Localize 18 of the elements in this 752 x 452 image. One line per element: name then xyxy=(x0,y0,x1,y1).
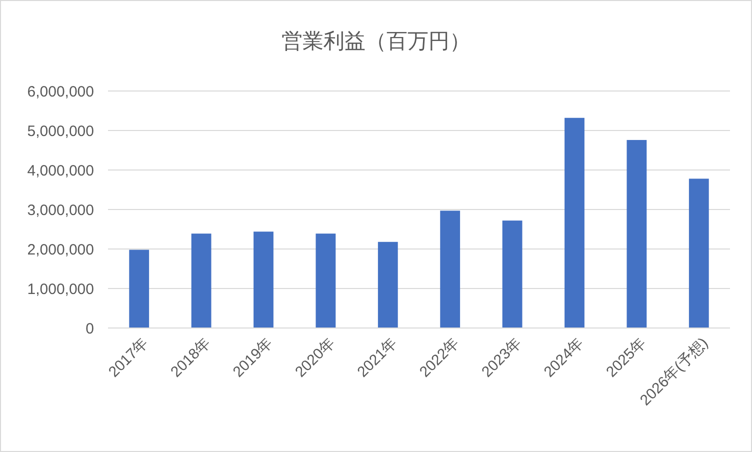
y-tick-label: 6,000,000 xyxy=(27,83,94,100)
bar xyxy=(254,232,274,328)
y-tick-label: 5,000,000 xyxy=(27,122,94,140)
y-tick-label: 0 xyxy=(86,320,94,338)
y-tick-label: 4,000,000 xyxy=(27,162,94,180)
bar xyxy=(564,118,584,328)
bar xyxy=(626,140,647,328)
bar xyxy=(688,178,709,328)
chart-title: 営業利益（百万円） xyxy=(282,30,470,53)
y-tick-label: 2,000,000 xyxy=(27,241,94,258)
bar xyxy=(502,220,522,328)
y-tick-label: 1,000,000 xyxy=(27,280,94,298)
y-tick-label: 3,000,000 xyxy=(27,202,94,219)
bar xyxy=(378,242,398,328)
bar xyxy=(440,210,460,328)
bar xyxy=(129,250,150,328)
bar xyxy=(316,234,336,328)
bar xyxy=(191,234,212,328)
